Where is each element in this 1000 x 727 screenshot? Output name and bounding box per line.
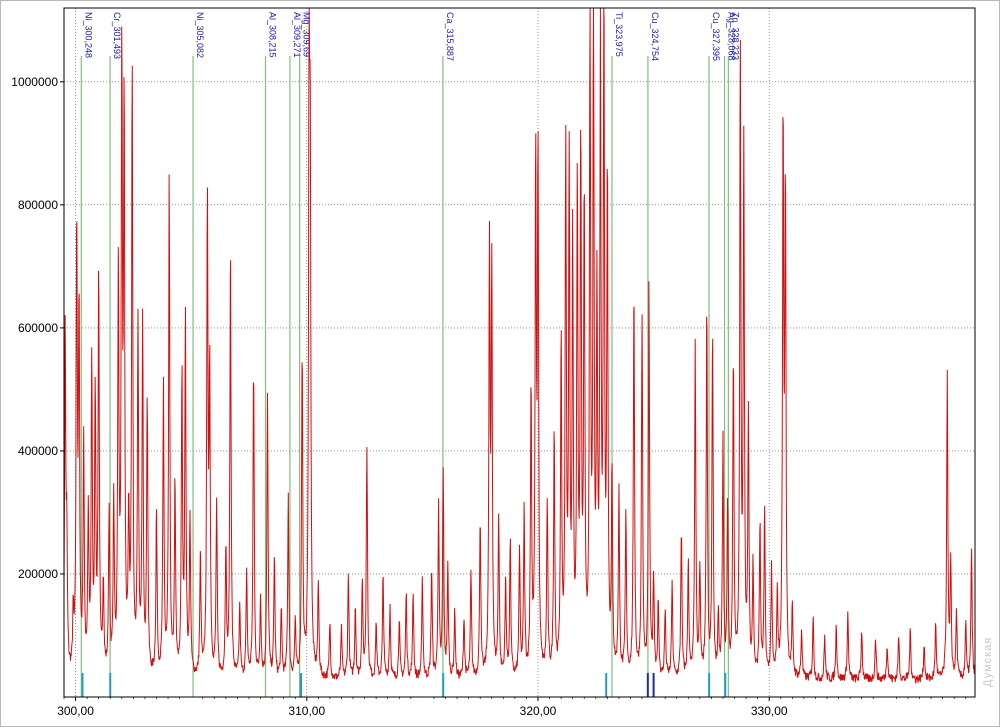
element-label: Ni_300,248 <box>83 12 93 58</box>
axis-layer: 200000 400000 600000 800000 1000000 300,00 310… <box>11 7 976 718</box>
element-label: Ag_328,068 <box>727 12 737 61</box>
y-tick-label: 400000 <box>18 444 58 458</box>
element-label: Zn_328,233 <box>730 12 740 60</box>
element-label: Al_308,215 <box>268 12 278 58</box>
x-tick-label: 330,00 <box>751 704 788 718</box>
element-label: Cr_301,493 <box>112 12 122 59</box>
element-label: Ni_305,082 <box>195 12 205 58</box>
element-label: Al_309,271 <box>292 12 302 58</box>
element-label: Cu_324,754 <box>650 12 660 61</box>
x-tick-label: 320,00 <box>520 704 557 718</box>
y-tick-label: 600000 <box>18 321 58 335</box>
element-label: Cu_327,395 <box>711 12 721 61</box>
marker-layer <box>81 673 727 697</box>
element-label: Mg_309,69 <box>302 12 312 57</box>
element-label: Ti_323,975 <box>614 12 624 57</box>
watermark: Думская <box>982 636 994 687</box>
element-label: Ca_315,887 <box>445 12 455 61</box>
x-tick-label: 310,00 <box>288 704 325 718</box>
y-tick-label: 800000 <box>18 198 58 212</box>
spectrum-series-line <box>63 7 976 685</box>
x-tick-label: 300,00 <box>57 704 94 718</box>
grid-layer <box>64 8 975 697</box>
y-tick-label: 1000000 <box>11 75 58 89</box>
plot-border <box>63 7 976 698</box>
y-tick-label: 200000 <box>18 567 58 581</box>
